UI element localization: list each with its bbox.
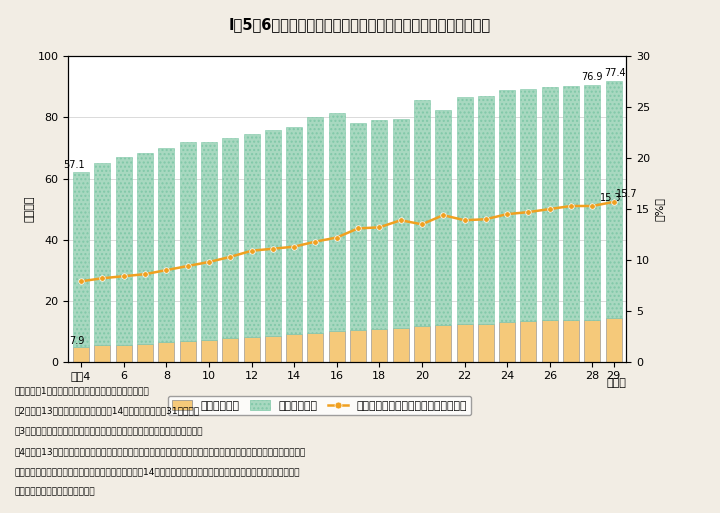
Bar: [563, 320, 579, 362]
Bar: [201, 142, 217, 340]
Bar: [585, 85, 600, 320]
Bar: [73, 347, 89, 362]
Bar: [94, 163, 110, 345]
Bar: [456, 97, 472, 324]
Text: （備考）　1．総務省「科学技術研究調査」より作成。: （備考） 1．総務省「科学技術研究調査」より作成。: [14, 386, 149, 395]
Bar: [585, 320, 600, 362]
Text: 15.7: 15.7: [616, 189, 637, 199]
Bar: [265, 336, 281, 362]
Bar: [350, 330, 366, 362]
Bar: [73, 172, 89, 347]
Bar: [456, 324, 472, 362]
Bar: [414, 326, 430, 362]
Bar: [94, 345, 110, 362]
Text: I－5－6図　女性研究者数及び研究者に占める女性の割合の推移: I－5－6図 女性研究者数及び研究者に占める女性の割合の推移: [229, 17, 491, 33]
Bar: [392, 119, 409, 328]
Bar: [158, 148, 174, 343]
Bar: [606, 318, 621, 362]
Bar: [286, 127, 302, 334]
Bar: [286, 334, 302, 362]
Bar: [329, 331, 345, 362]
Bar: [436, 110, 451, 325]
Text: 4．平成13年までの研究者数は，企業及び非営利団体・公的機関については実際に研究関係業務に従事した割合で按: 4．平成13年までの研究者数は，企業及び非営利団体・公的機関については実際に研究…: [14, 447, 305, 456]
Bar: [116, 157, 132, 345]
Text: 57.1: 57.1: [63, 160, 85, 170]
Bar: [201, 340, 217, 362]
Bar: [372, 329, 387, 362]
Bar: [180, 341, 196, 362]
Bar: [158, 343, 174, 362]
Bar: [350, 123, 366, 330]
Bar: [243, 337, 259, 362]
Bar: [116, 345, 132, 362]
Y-axis label: （万人）: （万人）: [25, 196, 35, 222]
Bar: [478, 324, 494, 362]
Bar: [392, 328, 409, 362]
Text: 3．平成７年，９年及び１４年に調査対象や標本設計等が変更されている。: 3．平成７年，９年及び１４年に調査対象や標本設計等が変更されている。: [14, 427, 203, 436]
Text: 76.9: 76.9: [582, 72, 603, 82]
Text: 77.4: 77.4: [604, 68, 626, 78]
Bar: [541, 87, 558, 321]
Bar: [414, 101, 430, 326]
Text: 分して算出した人数とし，大学等は実数を計上。14年以降は全機関について実数で計上されていることから，時: 分して算出した人数とし，大学等は実数を計上。14年以降は全機関について実数で計上…: [14, 467, 300, 476]
Bar: [372, 120, 387, 329]
Y-axis label: （%）: （%）: [654, 197, 665, 221]
Bar: [222, 138, 238, 339]
Bar: [265, 130, 281, 336]
Bar: [180, 142, 196, 341]
Bar: [521, 89, 536, 321]
Text: 7.9: 7.9: [69, 336, 85, 346]
Bar: [478, 96, 494, 324]
Bar: [563, 86, 579, 320]
Bar: [222, 339, 238, 362]
Bar: [329, 113, 345, 331]
Bar: [499, 90, 515, 322]
Bar: [541, 321, 558, 362]
Bar: [137, 153, 153, 344]
Text: 15.3: 15.3: [600, 193, 621, 203]
Bar: [499, 322, 515, 362]
Bar: [606, 82, 621, 318]
Bar: [521, 321, 536, 362]
Bar: [436, 325, 451, 362]
Bar: [137, 344, 153, 362]
Bar: [243, 134, 259, 337]
Text: 2．平成13年までは各年４月１日，14年以降は各年３月31日現在。: 2．平成13年までは各年４月１日，14年以降は各年３月31日現在。: [14, 406, 199, 416]
Bar: [307, 332, 323, 362]
Text: （年）: （年）: [606, 379, 626, 388]
Legend: 女性研究者数, 男性研究者数, 研究者に占める女性の割合（右目盛）: 女性研究者数, 男性研究者数, 研究者に占める女性の割合（右目盛）: [168, 396, 471, 416]
Text: 系列比較には留意を要する。: 系列比較には留意を要する。: [14, 487, 95, 497]
Bar: [307, 117, 323, 332]
